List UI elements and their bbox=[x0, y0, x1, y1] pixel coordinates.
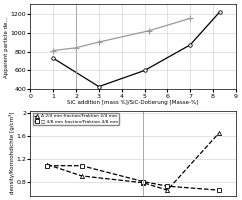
Y-axis label: Apparent particle de...: Apparent particle de... bbox=[4, 16, 9, 78]
Y-axis label: density/Kornrohdichte [g/cm³]: density/Kornrohdichte [g/cm³] bbox=[9, 112, 15, 194]
Legend: Δ 2/4 mm fraction/Fraktion 2/4 mm, □ 4/8 mm fraction/Fraktion 4/8 mm: Δ 2/4 mm fraction/Fraktion 2/4 mm, □ 4/8… bbox=[33, 113, 119, 125]
X-axis label: SiC addition [mass %]/SiC-Dotierung [Masse-%]: SiC addition [mass %]/SiC-Dotierung [Mas… bbox=[68, 100, 199, 105]
